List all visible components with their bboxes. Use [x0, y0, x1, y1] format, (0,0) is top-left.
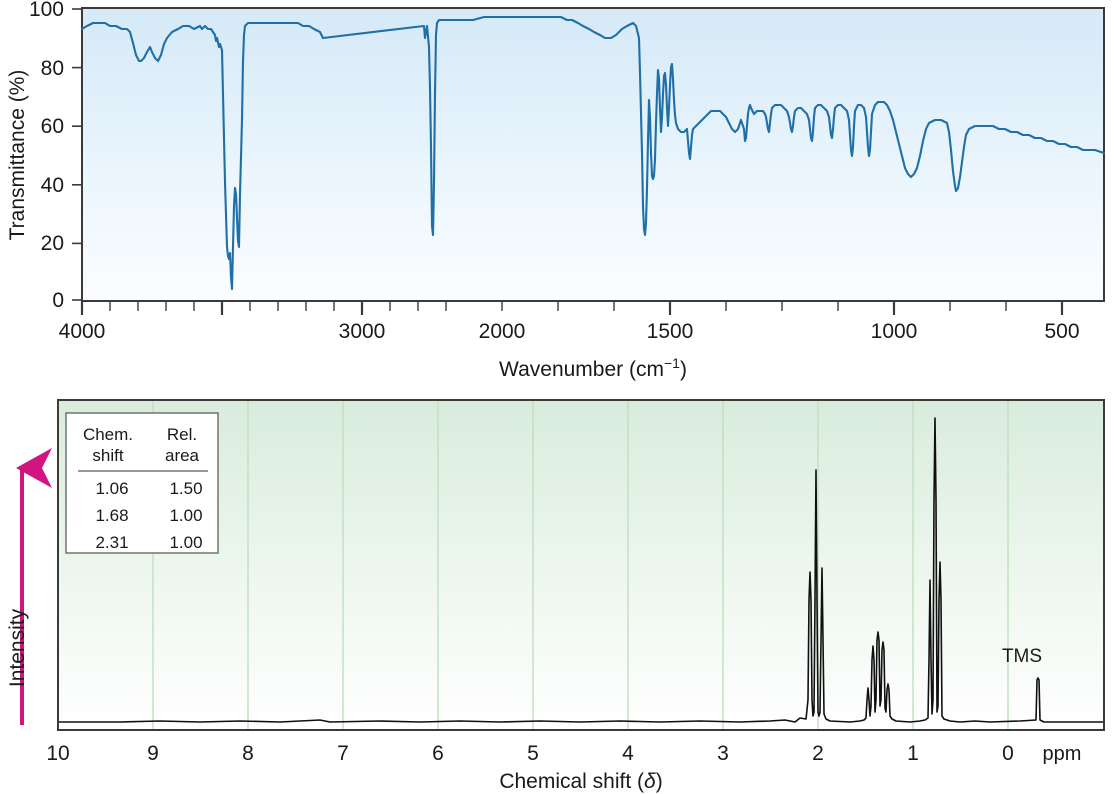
nmr-x-axis-title-delta: δ [644, 770, 656, 793]
nmr-xtick-10: 10 [46, 742, 69, 765]
table-row: 1.06 1.50 [95, 479, 202, 498]
ir-ytick-100: 100 [29, 0, 64, 21]
nmr-x-axis-title-main: Chemical shift ( [499, 770, 644, 793]
table-cell-area: 1.00 [169, 533, 202, 552]
ir-y-axis [72, 8, 82, 301]
ir-x-axis-title-close: ) [680, 358, 687, 381]
nmr-xtick-6: 6 [432, 742, 444, 765]
nmr-gridlines [152, 400, 1009, 730]
ir-xtick-3000: 3000 [339, 320, 386, 343]
ir-panel: 100 80 60 40 20 0 Transmittance (%) [6, 0, 1106, 381]
nmr-trace [59, 417, 1103, 723]
ir-plot-background [82, 8, 1104, 301]
nmr-xtick-8: 8 [242, 742, 254, 765]
nmr-xtick-5: 5 [527, 742, 539, 765]
table-header-shift-line2: shift [92, 446, 123, 465]
ir-trace [80, 15, 1106, 291]
ir-ytick-0: 0 [52, 289, 64, 312]
ir-x-axis-title: Wavenumber (cm−1) [499, 355, 687, 381]
nmr-y-axis-title: Intensity [6, 608, 29, 687]
table-cell-shift: 2.31 [95, 533, 128, 552]
table-cell-shift: 1.68 [95, 506, 128, 525]
nmr-panel: Intensity TMS Chem. shift Rel. area 1.06… [6, 399, 1105, 793]
nmr-plot-frame [57, 399, 1105, 731]
table-cell-shift: 1.06 [95, 479, 128, 498]
table-row: 2.31 1.00 [95, 533, 202, 552]
ir-y-axis-title: Transmittance (%) [6, 70, 29, 241]
ir-xtick-500: 500 [1044, 320, 1079, 343]
nmr-table-box [65, 412, 219, 554]
nmr-x-tick-labels: 10 9 8 7 6 5 4 3 2 1 0 [46, 742, 1014, 765]
nmr-units-label: ppm [1043, 743, 1082, 765]
nmr-xtick-0: 0 [1002, 742, 1014, 765]
tms-label: TMS [1002, 646, 1042, 667]
ir-ytick-60: 60 [41, 115, 64, 138]
ir-y-tick-labels: 100 80 60 40 20 0 [29, 0, 64, 312]
nmr-xtick-3: 3 [717, 742, 729, 765]
ir-x-tick-labels: 4000 3000 2000 1500 1000 500 [59, 320, 1080, 343]
nmr-x-axis-title: Chemical shift (δ) [499, 770, 662, 793]
ir-x-axis-title-sup: −1 [664, 355, 680, 371]
ir-xtick-2000: 2000 [479, 320, 526, 343]
table-header-area-line2: area [165, 446, 200, 465]
ir-x-minor-ticks [109, 301, 1063, 311]
nmr-plot-background [58, 400, 1104, 730]
ir-xtick-1000: 1000 [871, 320, 918, 343]
ir-ytick-20: 20 [41, 232, 64, 255]
nmr-xtick-1: 1 [907, 742, 919, 765]
nmr-xtick-9: 9 [147, 742, 159, 765]
table-cell-area: 1.50 [169, 479, 202, 498]
nmr-xtick-2: 2 [812, 742, 824, 765]
ir-xtick-1500: 1500 [647, 320, 694, 343]
ir-xtick-4000: 4000 [59, 320, 106, 343]
table-row: 1.68 1.00 [95, 506, 202, 525]
table-header-shift-line1: Chem. [83, 425, 133, 444]
ir-ytick-80: 80 [41, 57, 64, 80]
table-cell-area: 1.00 [169, 506, 202, 525]
ir-x-axis-title-main: Wavenumber (cm [499, 358, 664, 381]
nmr-xtick-4: 4 [622, 742, 634, 765]
ir-x-major-ticks [80, 301, 1064, 315]
nmr-xtick-7: 7 [337, 742, 349, 765]
nmr-data-table: Chem. shift Rel. area 1.06 1.50 1.68 1.0… [65, 412, 219, 554]
table-header-area-line1: Rel. [167, 425, 197, 444]
ir-ytick-40: 40 [41, 174, 64, 197]
nmr-x-axis-title-close: ) [656, 770, 663, 793]
